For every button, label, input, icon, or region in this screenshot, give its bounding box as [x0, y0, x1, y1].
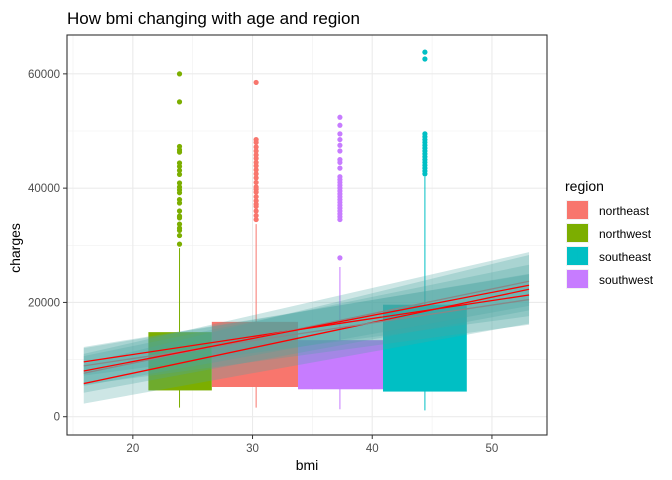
- outlier-point: [176, 213, 183, 219]
- outlier-point: [253, 167, 259, 173]
- box-body-northwest: [148, 332, 212, 391]
- outlier-point: [253, 152, 259, 158]
- outlier-point: [253, 148, 259, 154]
- outlier-point: [176, 71, 183, 77]
- outlier-point: [253, 175, 259, 181]
- outlier-point: [337, 156, 343, 163]
- outlier-point: [253, 79, 259, 86]
- outlier-point: [253, 216, 259, 223]
- outlier-point: [253, 136, 259, 143]
- confidence-band: [83, 264, 530, 386]
- outlier-point: [176, 184, 183, 190]
- confidence-band: [83, 255, 530, 404]
- x-tick-label: 40: [366, 443, 379, 455]
- outlier-point: [253, 184, 259, 190]
- trend-line: [83, 298, 530, 367]
- legend-label-northwest: northwest: [599, 227, 652, 241]
- outlier-point: [253, 159, 259, 166]
- outlier-point: [337, 131, 343, 137]
- outlier-point: [422, 56, 428, 62]
- y-tick-label: 60000: [28, 69, 60, 81]
- box-northeast: [211, 79, 299, 408]
- outlier-point: [337, 174, 343, 180]
- legend: region northeast northwest southeast southw…: [565, 178, 654, 289]
- y-axis-title: charges: [7, 223, 23, 273]
- outlier-point: [176, 208, 183, 214]
- outlier-point: [176, 143, 183, 150]
- outlier-point: [253, 171, 259, 177]
- trend-line: [83, 288, 530, 385]
- y-tick-label: 20000: [28, 297, 60, 309]
- outlier-point: [176, 160, 183, 166]
- box-northwest: [148, 71, 212, 408]
- trend-line: [83, 280, 530, 374]
- outlier-point: [176, 167, 183, 174]
- legend-item-northwest: northwest: [566, 223, 652, 243]
- outlier-point: [176, 241, 183, 247]
- outlier-point: [253, 198, 259, 204]
- legend-item-southwest: southwest: [566, 269, 654, 289]
- outlier-point: [176, 171, 183, 178]
- chart-title: How bmi changing with age and region: [67, 9, 360, 28]
- outlier-point: [176, 180, 183, 186]
- plot-panel: [66, 34, 548, 436]
- box-southwest: [298, 114, 384, 410]
- x-tick-label: 50: [486, 443, 499, 455]
- y-tick-label: 0: [54, 412, 60, 424]
- outlier-point: [176, 225, 183, 231]
- outlier-point: [176, 221, 183, 227]
- outlier-point: [337, 165, 343, 171]
- outlier-point: [337, 148, 343, 154]
- legend-title: region: [565, 178, 604, 194]
- outlier-point: [176, 232, 183, 239]
- outlier-point: [253, 144, 259, 150]
- outlier-point: [337, 136, 343, 143]
- outlier-point: [176, 99, 183, 105]
- trend-line: [83, 284, 530, 372]
- box-body-southwest: [298, 340, 384, 390]
- outlier-point: [337, 114, 343, 120]
- x-axis-title: bmi: [296, 457, 319, 473]
- panel-border: [66, 34, 548, 436]
- outlier-point: [253, 212, 259, 219]
- outlier-point: [253, 194, 259, 200]
- confidence-band: [83, 252, 530, 393]
- outlier-point: [253, 208, 259, 214]
- outlier-point: [253, 179, 259, 186]
- legend-item-northeast: northeast: [566, 200, 650, 220]
- legend-item-southeast: southeast: [566, 246, 652, 266]
- outlier-point: [422, 49, 428, 55]
- legend-label-southeast: southeast: [599, 250, 652, 264]
- legend-label-southwest: southwest: [599, 273, 654, 287]
- outlier-point: [337, 122, 343, 128]
- outlier-point: [337, 255, 343, 261]
- x-tick-label: 20: [126, 443, 139, 455]
- confidence-band: [83, 274, 530, 385]
- axes: 20 30 40 50 0 20000 40000 60000: [28, 69, 498, 455]
- outlier-point: [176, 196, 183, 203]
- y-tick-label: 40000: [28, 183, 60, 195]
- legend-label-northeast: northeast: [599, 204, 650, 218]
- outlier-point: [337, 142, 343, 148]
- outlier-point: [422, 131, 428, 137]
- x-tick-label: 30: [246, 443, 259, 455]
